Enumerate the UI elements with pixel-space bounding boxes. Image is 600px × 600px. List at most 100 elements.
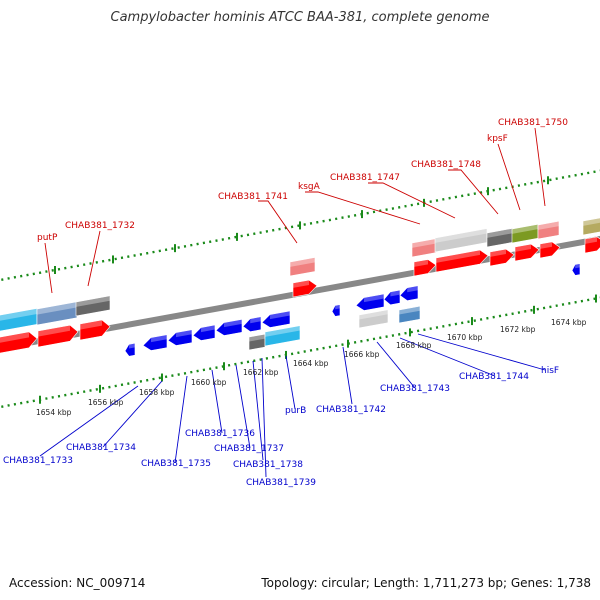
gene-arrow-reverse-shine xyxy=(129,343,135,349)
gene-box-khaki-right xyxy=(582,217,600,236)
gene-arrow-forward-body xyxy=(514,243,540,262)
gene-arrow-reverse-body xyxy=(242,316,262,333)
forward-gene-label: CHAB381_1750 xyxy=(498,118,568,128)
gene-arrow-forward xyxy=(413,259,437,277)
forward-gene-label: CHAB381_1741 xyxy=(218,192,288,202)
gene-box-khaki-right-shine xyxy=(583,217,600,226)
reverse-leader-line xyxy=(211,369,223,434)
gene-box-cyan-reverse xyxy=(264,325,301,347)
gene-box-lightgrey-reverse xyxy=(358,309,389,329)
reverse-gene-label: CHAB381_1742 xyxy=(316,405,386,415)
forward-gene-label: CHAB381_1747 xyxy=(330,173,400,183)
axis-tick-label: 1664 kbp xyxy=(293,359,329,368)
gene-arrow-forward-shine xyxy=(38,325,70,337)
gene-arrow-reverse xyxy=(192,324,216,341)
gene-arrow-reverse-body xyxy=(261,310,291,328)
axis-tick-label: 1672 kbp xyxy=(500,325,536,334)
gene-box-pink-right-body xyxy=(537,220,560,240)
gene-box-grey-reverse xyxy=(248,333,266,351)
gene-box-pink-right-shine xyxy=(412,238,436,248)
gene-arrow-reverse-shine xyxy=(250,316,261,324)
gene-arrow-reverse-shine xyxy=(407,285,418,293)
gene-box-steel-left-shine xyxy=(37,301,77,315)
gene-box-pink-right xyxy=(537,220,560,240)
reverse-leader-line xyxy=(235,364,251,449)
forward-leader-line xyxy=(258,200,298,244)
reverse-gene-label: purB xyxy=(285,406,306,416)
gene-arrow-reverse xyxy=(383,289,401,306)
gene-arrow-reverse-body xyxy=(192,324,216,341)
gene-arrow-forward-body xyxy=(539,241,561,259)
gene-labels: putP CHAB381_1732 CHAB381_1741 ksgA CHAB381_… xyxy=(3,118,568,488)
gene-box-cyan-left xyxy=(0,308,38,333)
gene-box-pink-mid-shine xyxy=(290,257,315,267)
reverse-leader-line xyxy=(174,375,188,464)
gene-arrow-reverse-body xyxy=(142,334,168,351)
topology-text: Topology: circular; Length: 1,711,273 bp… xyxy=(261,576,591,590)
axis-tick-label: 1656 kbp xyxy=(88,398,124,407)
gene-arrow-reverse-body xyxy=(167,329,193,346)
gene-arrow-forward-shine xyxy=(540,241,552,249)
gene-arrow-reverse xyxy=(355,293,385,311)
gene-box-khaki-right-body xyxy=(582,217,600,236)
gene-box-steel-reverse-shine xyxy=(399,306,420,315)
axis-tick-label: 1662 kbp xyxy=(243,368,279,377)
reverse-gene-label: CHAB381_1736 xyxy=(185,429,255,439)
reverse-leader-line xyxy=(252,360,264,461)
gene-arrow-forward-shine xyxy=(293,280,309,288)
forward-leader-line xyxy=(448,169,499,215)
gene-box-grey-left-body xyxy=(75,295,111,317)
axis-tick-label: 1666 kbp xyxy=(344,350,380,359)
gene-arrow-reverse xyxy=(242,316,262,333)
reverse-gene-label: CHAB381_1735 xyxy=(141,459,211,469)
forward-gene-label: CHAB381_1732 xyxy=(65,221,135,231)
gene-arrow-forward-shine xyxy=(515,244,531,252)
gene-arrow-reverse-body xyxy=(124,342,136,357)
reverse-gene-label: CHAB381_1733 xyxy=(3,456,73,466)
gene-arrow-forward xyxy=(37,324,79,348)
gene-box-pink-right xyxy=(411,238,437,258)
gene-arrow-reverse-shine xyxy=(176,329,192,338)
reverse-gene-label: hisF xyxy=(541,366,559,376)
gene-box-pink-mid xyxy=(289,257,316,277)
forward-gene-label: putP xyxy=(37,233,58,243)
forward-leader-line xyxy=(497,143,521,211)
gene-arrow-reverse-shine xyxy=(575,263,581,269)
reverse-leader-line xyxy=(342,346,353,405)
gene-arrow-forward xyxy=(435,249,489,273)
tick-labels: 1654 kbp 1656 kbp 1658 kbp 1660 kbp 1662 kbp… xyxy=(36,318,587,417)
gene-box-lightgrey-reverse-body xyxy=(358,309,389,329)
axis-tick-label: 1674 kbp xyxy=(551,318,587,327)
gene-box-grey-right xyxy=(486,227,514,248)
forward-gene-label: CHAB381_1748 xyxy=(411,160,481,170)
gene-arrow-reverse xyxy=(331,304,341,317)
feature-tracks xyxy=(0,217,600,357)
gene-box-lightgrey-right-shine xyxy=(435,228,487,243)
gene-arrow-forward-body xyxy=(37,324,79,348)
reverse-gene-label: CHAB381_1744 xyxy=(459,372,529,382)
accession-text: Accession: NC_009714 xyxy=(9,576,146,590)
reverse-leader-line xyxy=(285,355,296,410)
gene-arrow-forward-body xyxy=(0,331,38,355)
reverse-leader-line xyxy=(39,385,139,457)
reverse-gene-label: CHAB381_1739 xyxy=(246,478,316,488)
gene-arrow-reverse xyxy=(142,334,168,351)
forward-gene-label: ksgA xyxy=(298,182,321,192)
reverse-gene-label: CHAB381_1743 xyxy=(380,384,450,394)
gene-box-cyan-left-shine xyxy=(0,308,37,322)
gene-arrow-forward-shine xyxy=(436,250,480,263)
gene-arrow-reverse xyxy=(571,263,581,276)
gene-arrow-forward-shine xyxy=(414,259,428,267)
gene-arrow-forward xyxy=(292,279,318,298)
gene-box-steel-left xyxy=(36,301,78,326)
gene-arrow-forward-body xyxy=(292,279,318,298)
forward-gene-label: kpsF xyxy=(487,134,508,144)
reverse-leader-line xyxy=(261,357,267,478)
forward-leader-line xyxy=(534,127,546,207)
reverse-gene-label: CHAB381_1738 xyxy=(233,460,303,470)
reverse-leader-line xyxy=(376,341,416,389)
gene-arrow-reverse-body xyxy=(571,263,581,276)
gene-arrow-reverse-shine xyxy=(364,293,384,303)
gene-box-pink-right-shine xyxy=(538,221,559,230)
